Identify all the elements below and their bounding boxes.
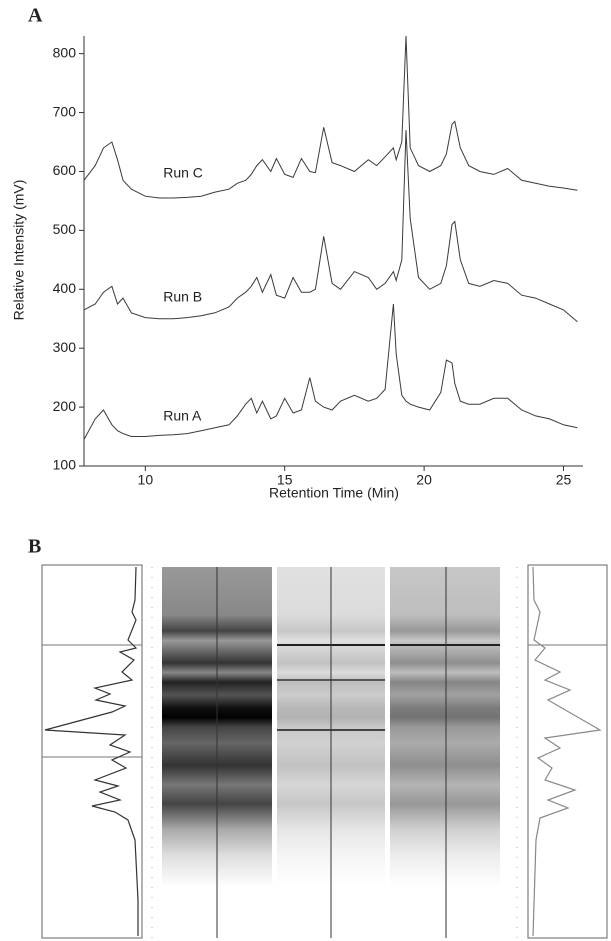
y-tick-label: 200 [53,398,77,414]
y-tick-label: 700 [53,103,77,119]
y-tick-label: 800 [53,44,77,60]
x-tick-label: 15 [277,472,293,488]
series-line [83,130,578,323]
y-tick-label: 500 [53,221,77,237]
y-tick-label: 100 [53,457,77,473]
y-axis-label: Relative Intensity (mV) [11,180,27,321]
y-tick-label: 300 [53,339,77,355]
series-line [83,303,578,440]
series-label: Run B [163,288,202,304]
x-tick-label: 10 [138,472,154,488]
series-label: Run C [163,165,203,181]
x-axis-label: Retention Time (Min) [269,485,399,501]
y-tick-label: 400 [53,280,77,296]
x-tick-label: 25 [556,472,572,488]
series-line [83,35,578,199]
x-tick-label: 20 [416,472,432,488]
panel-label: A [28,5,43,27]
series-label: Run A [163,407,202,423]
y-tick-label: 600 [53,162,77,178]
plot: 100 200 300 400 500 600 700 800 10 15 20 25 Run C Run… [53,35,578,488]
panel-label: B [28,536,41,558]
gel-panel [41,564,608,939]
